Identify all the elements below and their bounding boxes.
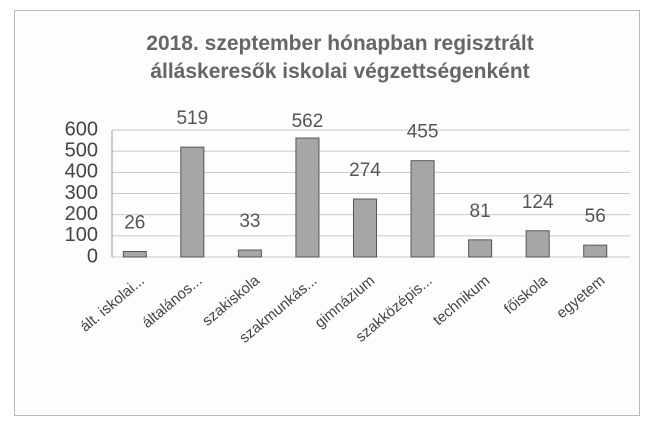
bar [237,249,262,258]
y-tick-label: 200 [65,203,98,225]
chart-frame [14,10,640,416]
bar [468,239,493,258]
x-tick-label: főiskola [501,272,551,318]
bar [122,250,147,258]
y-tick-label: 600 [65,118,98,140]
data-label: 33 [239,211,260,232]
y-tick-label: 0 [87,245,98,267]
data-label: 26 [124,213,145,234]
data-label: 124 [522,192,554,213]
y-tick-label: 400 [65,161,98,183]
data-label: 562 [292,111,324,132]
bar [583,244,608,258]
x-tick-label: ált. iskolai... [77,272,148,335]
x-tick-label: általános... [139,272,206,332]
y-tick-label: 500 [65,139,98,161]
chart-title: 2018. szeptember hónapban regisztrált ál… [146,32,534,83]
bar [180,146,205,258]
data-label: 81 [470,201,491,222]
bar [295,137,320,258]
bar [525,230,550,258]
bar [352,198,378,258]
y-tick-label: 300 [65,182,98,204]
y-tick-label: 100 [65,224,98,246]
x-tick-label: egyetem [553,272,608,322]
data-label: 455 [407,122,439,143]
bar [410,160,435,258]
data-label: 274 [349,160,381,181]
x-tick-label: technikum [430,272,493,329]
data-label: 519 [176,108,208,129]
data-label: 56 [585,206,606,227]
